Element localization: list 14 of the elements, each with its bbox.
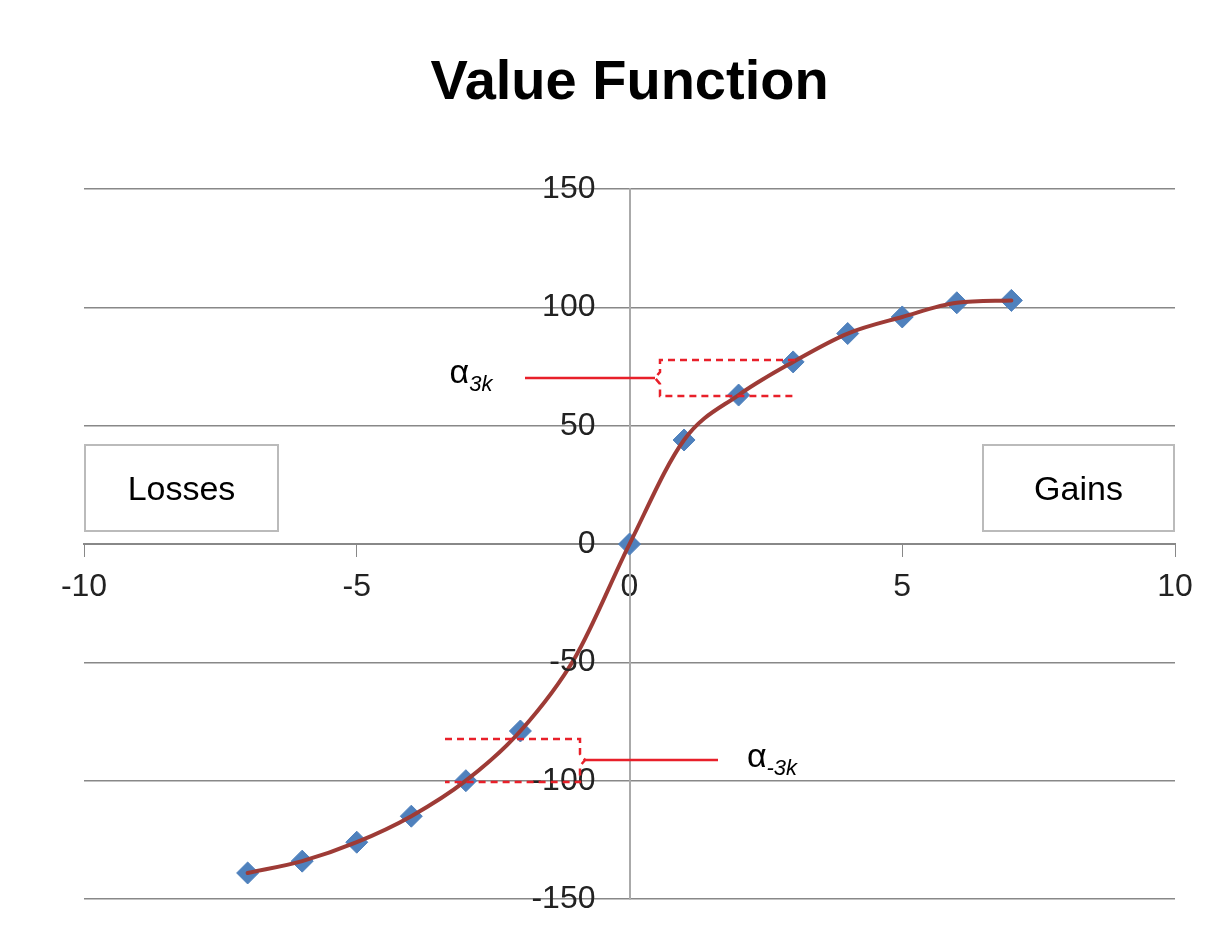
chart-title: Value Function — [430, 48, 829, 112]
x-tick-label: -5 — [342, 567, 371, 604]
y-tick-label: 50 — [559, 405, 596, 442]
x-tick-label: 10 — [1157, 567, 1193, 604]
x-tick-label: 5 — [893, 567, 912, 604]
annotation: Gains — [982, 444, 1175, 533]
y-tick-label: -150 — [531, 878, 596, 915]
annotation: α$_{3k}$ — [449, 351, 493, 397]
y-tick-label: 150 — [542, 169, 596, 206]
y-tick-label: 100 — [542, 287, 596, 324]
x-tick-label: -10 — [60, 567, 108, 604]
annotation: α$_{-3k}$ — [746, 735, 798, 781]
y-tick-label: 0 — [577, 523, 596, 560]
annotation: Losses — [84, 444, 279, 533]
